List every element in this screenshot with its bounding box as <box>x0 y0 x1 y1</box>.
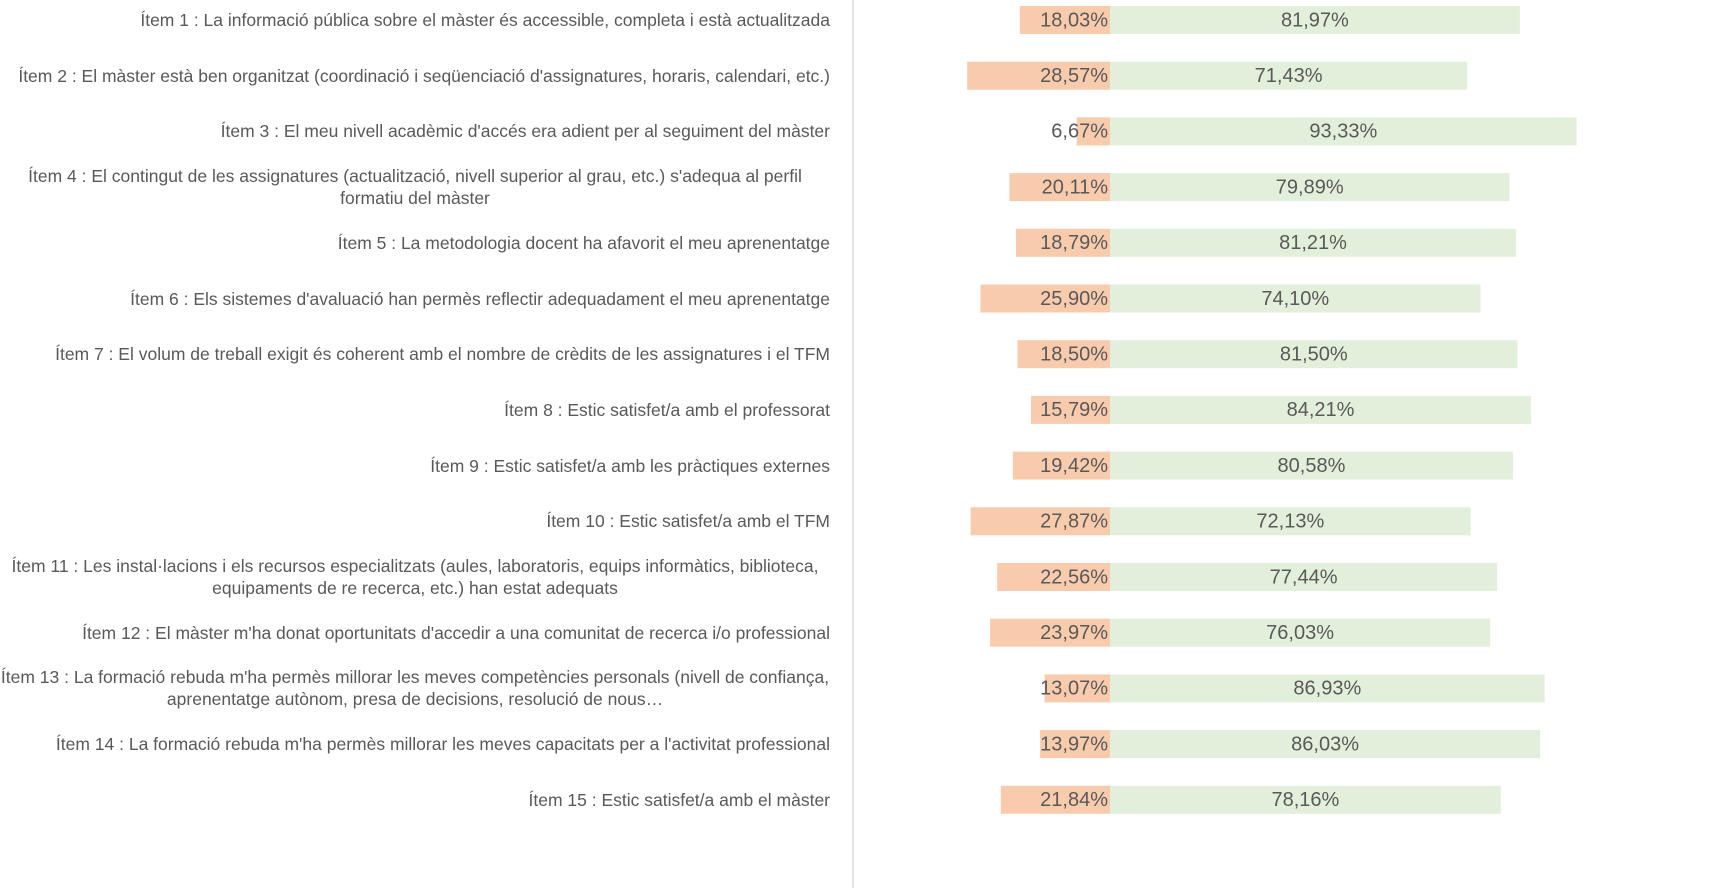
category-text: Ítem 4 : El contingut de les assignature… <box>28 166 802 209</box>
category-label: Ítem 1 : La informació pública sobre el … <box>0 9 830 31</box>
value-label: 25,90% <box>1040 288 1108 310</box>
bar-segment <box>1040 730 1110 759</box>
category-label: Ítem 14 : La formació rebuda m'ha permès… <box>0 733 830 755</box>
category-text: Ítem 12 : El màster m'ha donat oportunit… <box>82 622 830 643</box>
value-label: 71,43% <box>1255 65 1323 87</box>
bar-segment <box>1110 730 1541 759</box>
bar-segment <box>967 61 1110 90</box>
category-text: Ítem 14 : La formació rebuda m'ha permès… <box>55 734 830 755</box>
value-label: 84,21% <box>1287 399 1355 421</box>
bar-segment <box>1110 61 1468 90</box>
bar-segment <box>1044 674 1110 703</box>
category-label: Ítem 9 : Estic satisfet/a amb les pràcti… <box>0 455 830 477</box>
bar-segment <box>1110 117 1577 146</box>
value-label: 86,93% <box>1293 678 1361 700</box>
value-label: 74,10% <box>1261 288 1329 310</box>
category-text: Ítem 9 : Estic satisfet/a amb les pràcti… <box>430 455 830 476</box>
category-label: Ítem 10 : Estic satisfet/a amb el TFM <box>0 510 830 532</box>
bar-segment <box>1110 173 1510 202</box>
bar-segment <box>980 284 1110 313</box>
value-label: 80,58% <box>1278 455 1346 477</box>
value-label: 81,97% <box>1281 9 1349 31</box>
bar-segment <box>1076 117 1110 146</box>
category-text: Ítem 7 : El volum de treball exigit és c… <box>55 344 830 365</box>
value-label: 93,33% <box>1309 121 1377 143</box>
category-text: Ítem 1 : La informació pública sobre el … <box>140 10 830 30</box>
category-label: Ítem 4 : El contingut de les assignature… <box>0 165 830 209</box>
bar-segment <box>1110 284 1481 313</box>
value-label: 20,11% <box>1042 176 1109 198</box>
category-label: Ítem 5 : La metodologia docent ha afavor… <box>0 232 830 254</box>
bar-segment <box>1110 618 1491 647</box>
value-label: 76,03% <box>1266 622 1334 644</box>
category-label: Ítem 3 : El meu nivell acadèmic d'accés … <box>0 120 830 142</box>
value-label: 18,50% <box>1040 343 1108 365</box>
value-label: 23,97% <box>1040 622 1108 644</box>
category-text: Ítem 11 : Les instal·lacions i els recur… <box>11 556 819 598</box>
value-label: 22,56% <box>1040 566 1108 588</box>
bar-segment <box>1000 785 1110 814</box>
bar-segment <box>1031 395 1110 424</box>
category-text: Ítem 15 : Estic satisfet/a amb el màster <box>528 789 831 810</box>
value-label: 19,42% <box>1040 455 1108 477</box>
bar-segment <box>1110 507 1471 536</box>
value-label: 78,16% <box>1271 789 1339 811</box>
bar-segment <box>990 618 1110 647</box>
value-label: 81,50% <box>1280 343 1348 365</box>
bar-segment <box>1012 451 1110 480</box>
category-label: Ítem 11 : Les instal·lacions i els recur… <box>0 555 830 599</box>
category-text: Ítem 3 : El meu nivell acadèmic d'accés … <box>220 121 830 142</box>
value-label: 81,21% <box>1279 232 1347 254</box>
bar-segment <box>1110 785 1501 814</box>
bar-segment <box>1019 6 1110 34</box>
value-label: 27,87% <box>1040 511 1108 533</box>
value-label: 15,79% <box>1040 399 1108 421</box>
bar-segment <box>997 563 1110 591</box>
category-label: Ítem 2 : El màster està ben organitzat (… <box>0 65 830 87</box>
category-text: Ítem 10 : Estic satisfet/a amb el TFM <box>546 511 830 532</box>
value-label: 79,89% <box>1276 176 1344 198</box>
bar-segment <box>1110 395 1532 424</box>
value-label: 21,84% <box>1040 789 1108 811</box>
category-label: Ítem 13 : La formació rebuda m'ha permès… <box>0 666 830 710</box>
category-label: Ítem 7 : El volum de treball exigit és c… <box>0 343 830 365</box>
category-text: Ítem 2 : El màster està ben organitzat (… <box>18 65 830 86</box>
category-label: Ítem 8 : Estic satisfet/a amb el profess… <box>0 399 830 421</box>
value-label: 72,13% <box>1256 511 1324 533</box>
value-label: 77,44% <box>1270 566 1338 588</box>
value-label: 18,79% <box>1040 232 1108 254</box>
bar-segment <box>1009 173 1110 202</box>
value-label: 13,07% <box>1040 678 1108 700</box>
category-text: Ítem 13 : La formació rebuda m'ha permès… <box>0 667 830 710</box>
value-label: 18,03% <box>1040 9 1108 31</box>
value-label: 13,97% <box>1040 733 1108 755</box>
bar-segment <box>1016 228 1110 257</box>
bar-segment <box>1110 674 1545 703</box>
category-label: Ítem 6 : Els sistemes d'avaluació han pe… <box>0 288 830 310</box>
category-text: Ítem 6 : Els sistemes d'avaluació han pe… <box>130 288 830 309</box>
bar-segment <box>1110 563 1498 591</box>
bar-segment <box>1110 6 1520 34</box>
category-text: Ítem 5 : La metodologia docent ha afavor… <box>337 232 830 253</box>
value-label: 6,67% <box>1051 121 1108 143</box>
bar-segment <box>1110 340 1518 369</box>
category-label: Ítem 12 : El màster m'ha donat oportunit… <box>0 622 830 644</box>
bar-segment <box>1110 451 1513 480</box>
bar-segment <box>970 507 1110 536</box>
bar-segment <box>1110 228 1517 257</box>
bar-segment <box>1017 340 1110 369</box>
category-text: Ítem 8 : Estic satisfet/a amb el profess… <box>504 399 830 420</box>
category-label: Ítem 15 : Estic satisfet/a amb el màster <box>0 789 831 811</box>
value-label: 86,03% <box>1291 733 1359 755</box>
value-label: 28,57% <box>1040 65 1108 87</box>
